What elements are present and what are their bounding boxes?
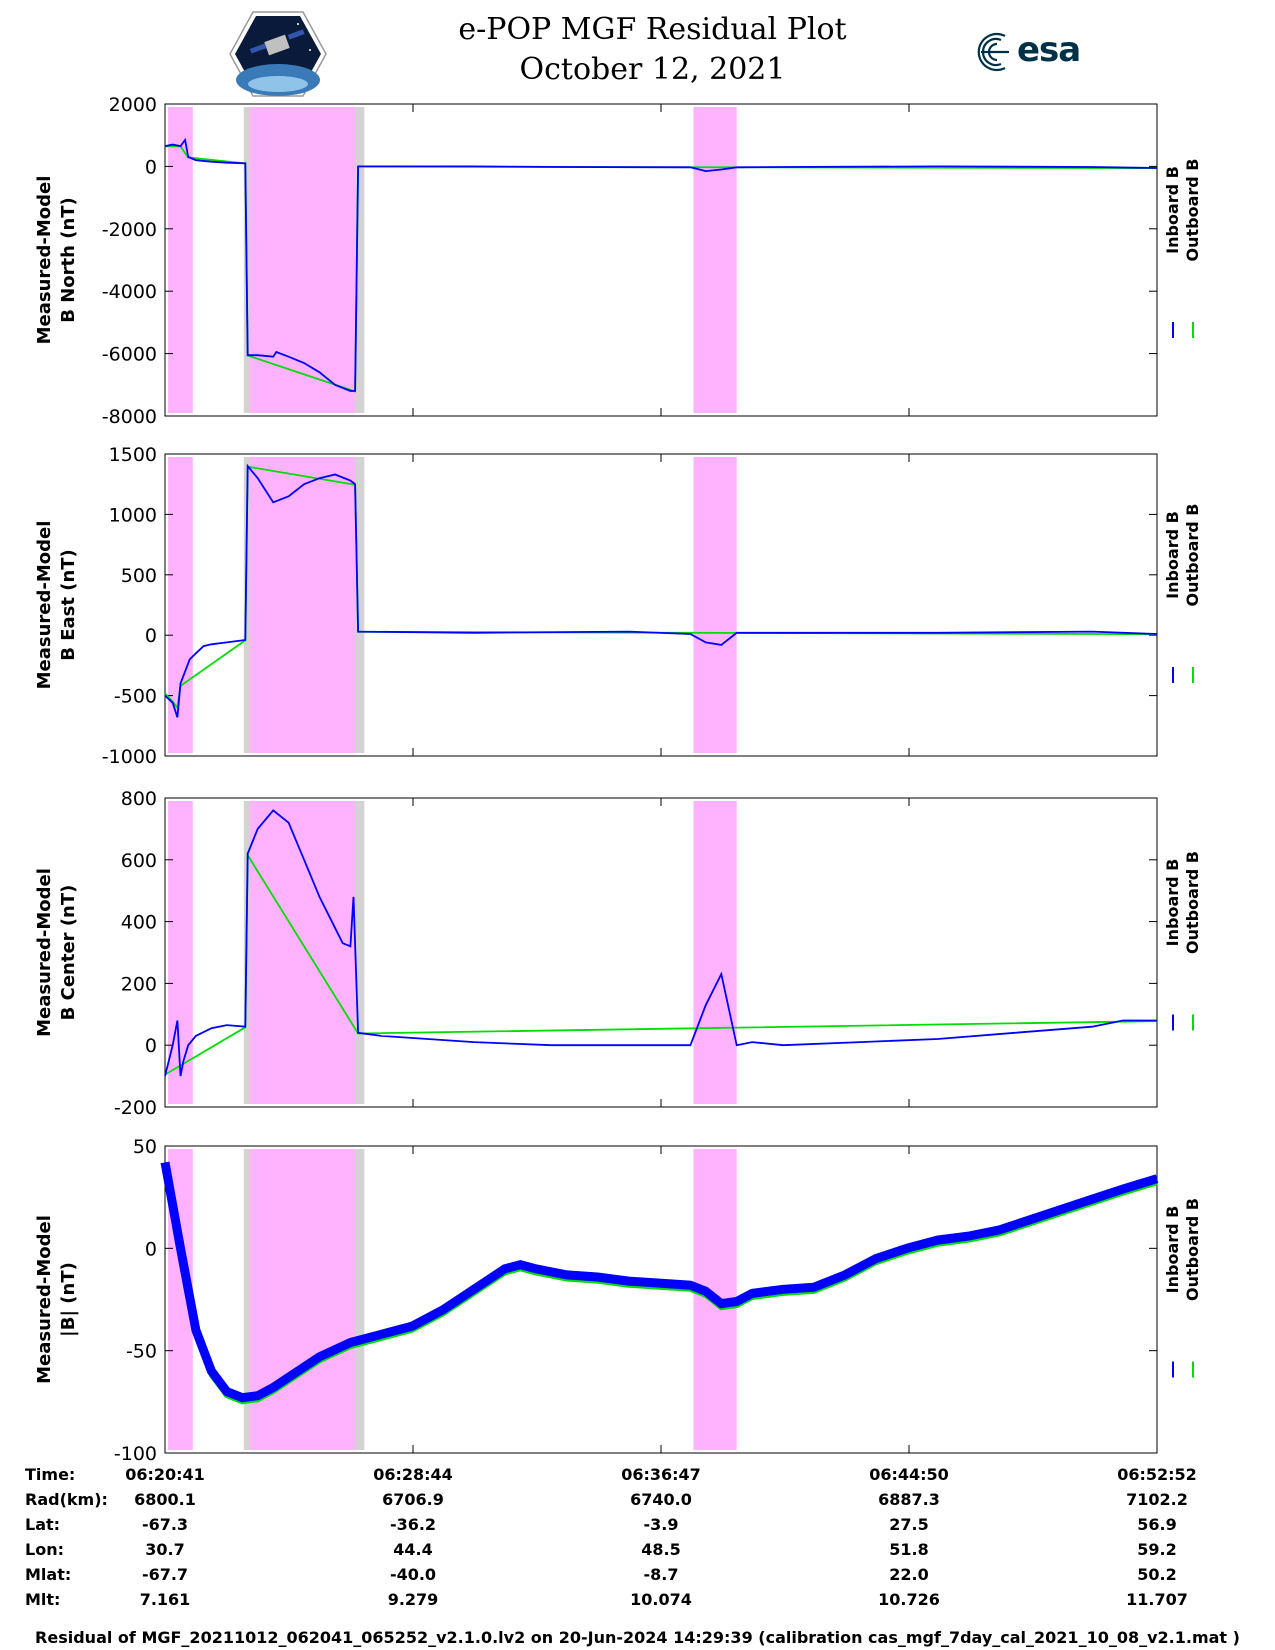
esa-globe-icon (977, 32, 1009, 72)
table-cell: -67.7 (141, 1565, 189, 1584)
y-tick-label: 50 (133, 1136, 157, 1158)
table-cell: 6740.0 (630, 1490, 692, 1509)
table-cell: -67.3 (141, 1515, 189, 1534)
table-cell: 7102.2 (1126, 1490, 1188, 1509)
shade-region (249, 457, 356, 753)
table-cell: 27.5 (889, 1515, 929, 1534)
y-tick-label: 0 (145, 1238, 157, 1260)
y-tick-label: -2000 (102, 219, 157, 241)
y-tick-label: 0 (145, 1035, 157, 1057)
y-tick-label: -6000 (102, 344, 157, 366)
shade-region (693, 107, 737, 413)
footnote: Residual of MGF_20211012_062041_065252_v… (35, 1628, 1240, 1647)
cassiope-logo-icon (229, 11, 327, 97)
table-cell: 30.7 (145, 1540, 185, 1559)
shade-region (249, 801, 356, 1104)
table-cell: 06:20:41 (125, 1465, 205, 1484)
table-cell: 56.9 (1137, 1515, 1177, 1534)
y-axis-label: |B| (nT) (58, 1262, 79, 1337)
shade-region (693, 801, 737, 1104)
series-line (164, 463, 1158, 718)
table-row-label: Rad(km): (25, 1490, 108, 1509)
table-cell: 22.0 (889, 1565, 929, 1584)
table-cell: 59.2 (1137, 1540, 1177, 1559)
table-cell: 06:44:50 (869, 1465, 949, 1484)
y-tick-label: 1500 (109, 444, 157, 466)
y-tick-label: -8000 (102, 406, 157, 428)
table-cell: 51.8 (889, 1540, 929, 1559)
legend-outboard-label: Outboard B (1183, 504, 1202, 607)
shade-region (249, 1149, 356, 1450)
table-cell: 44.4 (393, 1540, 433, 1559)
esa-wordmark: esa (1017, 30, 1081, 70)
header: e-POP MGF Residual Plot October 12, 2021… (0, 0, 1275, 100)
legend-outboard-label: Outboard B (1183, 851, 1202, 954)
y-tick-label: -100 (114, 1443, 157, 1465)
table-row-label: Mlat: (25, 1565, 72, 1584)
y-axis-label: Measured-Model (34, 176, 55, 345)
y-tick-label: 1000 (109, 504, 157, 526)
y-tick-label: -50 (126, 1341, 157, 1363)
shade-region (168, 801, 193, 1104)
shade-region (168, 107, 193, 413)
y-tick-label: -4000 (102, 281, 157, 303)
legend-inboard-label: Inboard B (1163, 511, 1182, 599)
y-axis-label: B Center (nT) (58, 885, 79, 1021)
legend-inboard-label: Inboard B (1163, 1206, 1182, 1294)
y-tick-label: 0 (145, 625, 157, 647)
y-tick-label: 0 (145, 156, 157, 178)
table-cell: 06:52:52 (1117, 1465, 1197, 1484)
table-cell: 48.5 (641, 1540, 681, 1559)
table-cell: 6800.1 (134, 1490, 196, 1509)
table-cell: 9.279 (387, 1590, 439, 1609)
table-row-label: Lon: (25, 1540, 64, 1559)
legend-inboard-label: Inboard B (1163, 166, 1182, 254)
y-axis-label: Measured-Model (34, 868, 55, 1037)
table-cell: 06:36:47 (621, 1465, 701, 1484)
series-line (164, 137, 1158, 392)
table-cell: 06:28:44 (373, 1465, 453, 1484)
table-cell: -8.7 (643, 1565, 679, 1584)
y-axis-label: Measured-Model (34, 1215, 55, 1384)
table-cell: 6887.3 (878, 1490, 940, 1509)
orbit-info-table: Time: Rad(km): Lat: Lon: Mlat: Mlt: 06:20:41 68… (0, 1465, 1275, 1625)
series-line (164, 809, 1157, 1077)
esa-logo: esa (975, 30, 1095, 80)
table-row-label: Time: (25, 1465, 76, 1484)
shade-region (249, 107, 356, 413)
table-cell: -3.9 (643, 1515, 679, 1534)
table-cell: 10.074 (630, 1590, 692, 1609)
series-line (160, 1161, 1159, 1403)
y-tick-label: -1000 (102, 746, 157, 768)
y-tick-label: -500 (114, 686, 157, 708)
legend-inboard-label: Inboard B (1163, 859, 1182, 947)
y-axis-label: Measured-Model (34, 521, 55, 690)
table-cell: 11.707 (1126, 1590, 1188, 1609)
table-cell: 10.726 (878, 1590, 940, 1609)
y-tick-label: 800 (121, 788, 157, 810)
y-tick-label: -200 (114, 1097, 157, 1119)
table-cell: 6706.9 (382, 1490, 444, 1509)
table-row-label: Mlt: (25, 1590, 61, 1609)
y-axis-label: B North (nT) (58, 197, 79, 323)
legend-outboard-label: Outboard B (1183, 159, 1202, 262)
table-cell: -36.2 (389, 1515, 437, 1534)
plot-date: October 12, 2021 (519, 52, 786, 87)
table-cell: 50.2 (1137, 1565, 1177, 1584)
plot-title: e-POP MGF Residual Plot (458, 12, 847, 47)
legend-outboard-label: Outboard B (1183, 1198, 1202, 1301)
table-cell: 7.161 (139, 1590, 191, 1609)
table-row-label: Lat: (25, 1515, 61, 1534)
y-tick-label: 500 (121, 565, 157, 587)
shade-region (168, 457, 193, 753)
y-tick-label: 200 (121, 973, 157, 995)
y-axis-label: B East (nT) (58, 549, 79, 661)
table-cell: -40.0 (389, 1565, 437, 1584)
y-tick-label: 400 (121, 912, 157, 934)
y-tick-label: 2000 (109, 94, 157, 116)
y-tick-label: 600 (121, 850, 157, 872)
shade-region (693, 457, 737, 753)
